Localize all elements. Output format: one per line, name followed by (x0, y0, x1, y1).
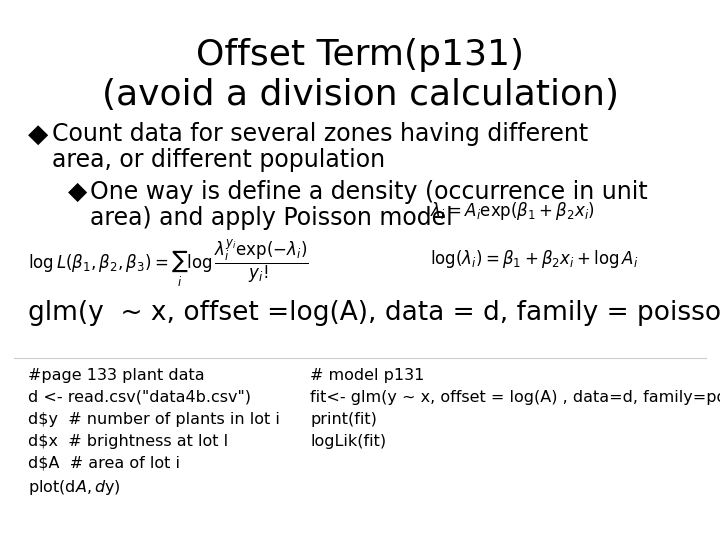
Text: d <- read.csv("data4b.csv"): d <- read.csv("data4b.csv") (28, 390, 251, 405)
Text: # model p131: # model p131 (310, 368, 424, 383)
Text: area) and apply Poisson model: area) and apply Poisson model (90, 206, 453, 230)
Text: d$y  # number of plants in lot i: d$y # number of plants in lot i (28, 412, 280, 427)
Text: plot(d$A, d$y): plot(d$A, d$y) (28, 478, 121, 497)
Text: d$x  # brightness at lot l: d$x # brightness at lot l (28, 434, 228, 449)
Text: (avoid a division calculation): (avoid a division calculation) (102, 78, 618, 112)
Text: One way is define a density (occurrence in unit: One way is define a density (occurrence … (90, 180, 648, 204)
Text: $\log L(\beta_1, \beta_2, \beta_3) = \sum_i \log \dfrac{\lambda_i^{y_i} \exp(-\l: $\log L(\beta_1, \beta_2, \beta_3) = \su… (28, 238, 309, 289)
Text: fit<- glm(y ~ x, offset = log(A) , data=d, family=poisson): fit<- glm(y ~ x, offset = log(A) , data=… (310, 390, 720, 405)
Text: ◆: ◆ (68, 180, 87, 204)
Text: glm(y  ~ x, offset =log(A), data = d, family = poisson): glm(y ~ x, offset =log(A), data = d, fam… (28, 300, 720, 326)
Text: d$A  # area of lot i: d$A # area of lot i (28, 456, 180, 471)
Text: ◆: ◆ (28, 122, 48, 148)
Text: print(fit): print(fit) (310, 412, 377, 427)
Text: $\lambda_i = A_i \exp(\beta_1 + \beta_2 x_i)$: $\lambda_i = A_i \exp(\beta_1 + \beta_2 … (430, 200, 595, 222)
Text: logLik(fit): logLik(fit) (310, 434, 386, 449)
Text: Count data for several zones having different: Count data for several zones having diff… (52, 122, 588, 146)
Text: #page 133 plant data: #page 133 plant data (28, 368, 204, 383)
Text: area, or different population: area, or different population (52, 148, 385, 172)
Text: Offset Term(p131): Offset Term(p131) (196, 38, 524, 72)
Text: $\log(\lambda_i) = \beta_1 + \beta_2 x_i + \log A_i$: $\log(\lambda_i) = \beta_1 + \beta_2 x_i… (430, 248, 639, 270)
